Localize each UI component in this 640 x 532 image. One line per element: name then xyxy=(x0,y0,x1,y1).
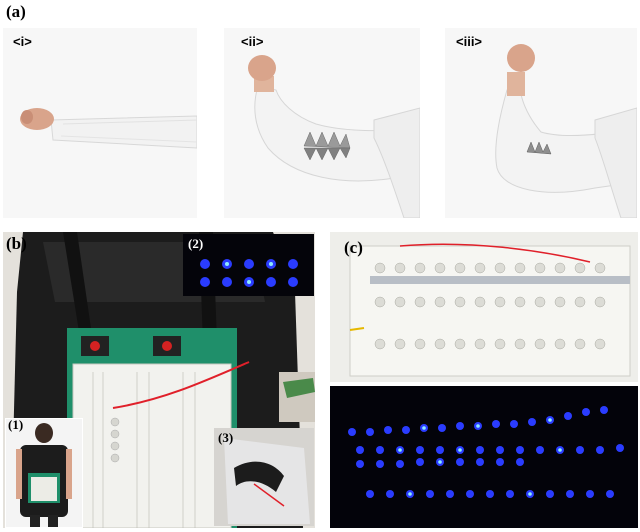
photo-arm-flexed-iii xyxy=(445,28,637,218)
panel-c-label: (c) xyxy=(344,238,363,257)
inset-led-glow xyxy=(183,234,314,296)
bag-bellows-illustration xyxy=(214,428,314,526)
inset-1-label: (1) xyxy=(8,417,24,432)
photo-arm-flexed-ii xyxy=(224,28,420,218)
subpanel-iii-label: <iii> xyxy=(456,34,483,49)
photo-led-array-on xyxy=(330,386,638,528)
photo-arm-extended xyxy=(3,28,197,218)
inset-2-label: (2) xyxy=(188,236,204,251)
arm-extended-illustration xyxy=(3,28,197,218)
led-array-on-illustration xyxy=(330,386,638,528)
panel-a-label: (a) xyxy=(6,2,26,21)
photo-led-array-off xyxy=(330,232,638,382)
led-glow-illustration xyxy=(183,234,314,296)
inset-person-backpack xyxy=(5,418,83,528)
person-backpack-illustration xyxy=(6,419,82,527)
subpanel-ii-label: <ii> xyxy=(241,34,264,49)
inset-bag-bellows xyxy=(214,428,314,526)
arm-flexed-ii-illustration xyxy=(224,28,420,218)
inset-3-label: (3) xyxy=(218,430,234,445)
subpanel-i-label: <i> xyxy=(13,34,32,49)
arm-flexed-iii-illustration xyxy=(445,28,637,218)
led-array-off-illustration xyxy=(330,232,638,382)
panel-b-label: (b) xyxy=(6,234,27,253)
